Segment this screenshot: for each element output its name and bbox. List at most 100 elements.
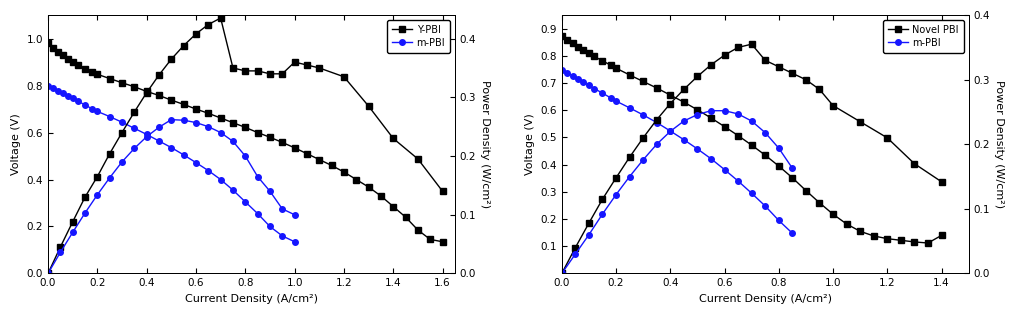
Line: Novel PBI: Novel PBI	[559, 33, 944, 246]
m-PBI	[214, 178, 226, 181]
Novel PBI	[800, 189, 812, 192]
m-PBI	[623, 106, 635, 110]
Novel PBI	[840, 222, 853, 226]
Novel PBI	[746, 143, 758, 147]
Y-PBI	[52, 50, 64, 54]
Y-PBI	[140, 89, 152, 93]
m-PBI	[732, 179, 744, 183]
Y-PBI	[350, 178, 362, 181]
Y-PBI	[165, 98, 178, 102]
m-PBI	[62, 94, 74, 98]
X-axis label: Current Density (A/cm²): Current Density (A/cm²)	[185, 294, 318, 304]
Novel PBI	[637, 80, 650, 83]
Novel PBI	[583, 51, 595, 55]
Y-PBI	[91, 72, 104, 76]
Novel PBI	[827, 212, 839, 216]
Novel PBI	[759, 153, 771, 157]
m-PBI	[202, 169, 214, 173]
m-PBI	[691, 147, 703, 151]
m-PBI	[71, 99, 83, 103]
Novel PBI	[936, 233, 948, 237]
m-PBI	[128, 126, 140, 130]
Novel PBI	[813, 201, 825, 205]
Novel PBI	[895, 238, 907, 242]
Y-PBI	[47, 46, 59, 50]
Y-PBI	[276, 140, 288, 144]
Y-PBI	[227, 121, 240, 124]
m-PBI	[589, 87, 601, 90]
Novel PBI	[719, 125, 731, 129]
Y-PBI	[338, 170, 350, 174]
m-PBI	[288, 240, 300, 244]
m-PBI	[746, 191, 758, 195]
m-PBI	[566, 74, 579, 78]
Y-PBI	[71, 63, 83, 67]
m-PBI	[664, 129, 676, 133]
m-PBI	[190, 161, 202, 164]
m-PBI	[178, 153, 190, 157]
Novel PBI	[561, 38, 573, 42]
Y-PBI	[264, 135, 276, 139]
Y-PBI	[288, 146, 300, 150]
Y-PBI	[153, 94, 165, 97]
Novel PBI	[597, 59, 609, 63]
m-PBI	[86, 107, 98, 111]
m-PBI	[605, 96, 617, 100]
m-PBI	[42, 84, 54, 88]
Y-PBI	[214, 116, 226, 120]
Y-axis label: Voltage (V): Voltage (V)	[525, 113, 535, 175]
Y-PBI	[86, 70, 98, 74]
Novel PBI	[678, 100, 690, 104]
Novel PBI	[651, 86, 663, 90]
m-PBI	[52, 89, 64, 93]
Y-PBI	[436, 240, 449, 244]
Y-PBI	[240, 125, 252, 129]
Y-PBI	[190, 107, 202, 111]
m-PBI	[787, 231, 799, 235]
Y-PBI	[116, 81, 128, 85]
Novel PBI	[605, 63, 617, 67]
Y-PBI	[178, 102, 190, 106]
Legend: Y-PBI, m-PBI: Y-PBI, m-PBI	[388, 20, 450, 53]
m-PBI	[772, 219, 785, 222]
m-PBI	[252, 212, 264, 215]
Line: m-PBI: m-PBI	[46, 83, 297, 244]
Y-PBI	[400, 215, 412, 219]
m-PBI	[704, 157, 717, 161]
Line: m-PBI: m-PBI	[559, 67, 795, 236]
m-PBI	[91, 110, 104, 113]
Legend: Novel PBI, m-PBI: Novel PBI, m-PBI	[883, 20, 964, 53]
Y-PBI	[412, 228, 424, 232]
m-PBI	[240, 200, 252, 204]
Y-PBI	[326, 163, 338, 167]
Novel PBI	[555, 34, 567, 37]
Novel PBI	[868, 234, 880, 238]
Y-PBI	[252, 131, 264, 135]
Novel PBI	[572, 45, 585, 49]
Novel PBI	[881, 237, 893, 241]
Novel PBI	[566, 41, 579, 45]
Novel PBI	[732, 134, 744, 137]
m-PBI	[140, 133, 152, 136]
m-PBI	[678, 138, 690, 141]
m-PBI	[583, 83, 595, 87]
Y-PBI	[375, 194, 387, 198]
m-PBI	[578, 80, 590, 84]
Novel PBI	[623, 73, 635, 77]
m-PBI	[57, 91, 69, 95]
m-PBI	[610, 99, 622, 103]
m-PBI	[67, 97, 79, 100]
m-PBI	[153, 139, 165, 143]
Y-PBI	[128, 85, 140, 89]
Novel PBI	[854, 229, 866, 233]
m-PBI	[719, 168, 731, 171]
Novel PBI	[610, 66, 622, 70]
m-PBI	[47, 86, 59, 90]
Line: Y-PBI: Y-PBI	[46, 41, 446, 244]
m-PBI	[555, 68, 567, 72]
Y-PBI	[42, 41, 54, 45]
Novel PBI	[787, 176, 799, 180]
m-PBI	[116, 120, 128, 124]
Y-PBI	[67, 60, 79, 64]
Novel PBI	[772, 164, 785, 168]
